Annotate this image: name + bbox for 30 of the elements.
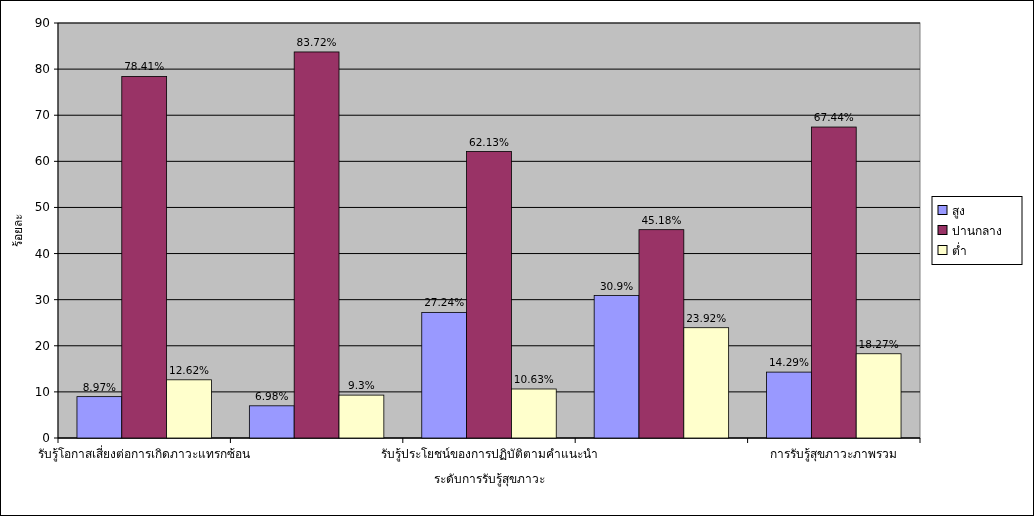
data-label: 83.72% [296, 35, 337, 48]
data-label: 30.9% [599, 279, 634, 292]
y-tick-label: 0 [42, 431, 50, 445]
y-axis-title: ร้อยละ [11, 214, 25, 247]
data-label: 6.98% [255, 389, 289, 402]
data-label: 62.13% [468, 135, 510, 148]
y-tick-label: 10 [34, 384, 50, 399]
x-tick-label: รับรู้โอกาสเสี่ยงต่อการเกิดภาวะแทรกซ้อน [38, 445, 251, 462]
data-label: 8.97% [82, 380, 117, 393]
y-tick-label: 40 [34, 246, 50, 261]
data-label: 27.24% [424, 296, 465, 309]
data-label: 14.29% [768, 356, 810, 369]
legend-label: สูง [952, 203, 965, 219]
y-tick-label: 60 [34, 154, 50, 169]
data-label: 23.92% [686, 311, 727, 324]
x-tick-label: การรับรู้สุขภาวะภาพรวม [770, 447, 898, 462]
y-tick-label: 20 [34, 338, 50, 353]
y-tick-label: 70 [34, 108, 50, 123]
data-label: 10.63% [513, 372, 554, 385]
x-axis-title: ระดับการรับรู้สุขภาวะ [433, 472, 545, 487]
y-tick-label: 50 [34, 200, 50, 215]
legend-label: ปานกลาง [952, 223, 1002, 238]
data-label: 12.62% [169, 363, 210, 376]
y-tick-label: 80 [34, 62, 50, 77]
data-label: 45.18% [641, 213, 682, 226]
legend-label: ต่ำ [952, 241, 967, 258]
y-tick-label: 30 [34, 292, 50, 307]
x-tick-label: รับรู้ประโยชน์ของการปฏิบัติตามคำแนะนำ [380, 447, 598, 462]
data-label: 9.3% [348, 379, 375, 392]
y-tick-label: 90 [34, 16, 50, 30]
